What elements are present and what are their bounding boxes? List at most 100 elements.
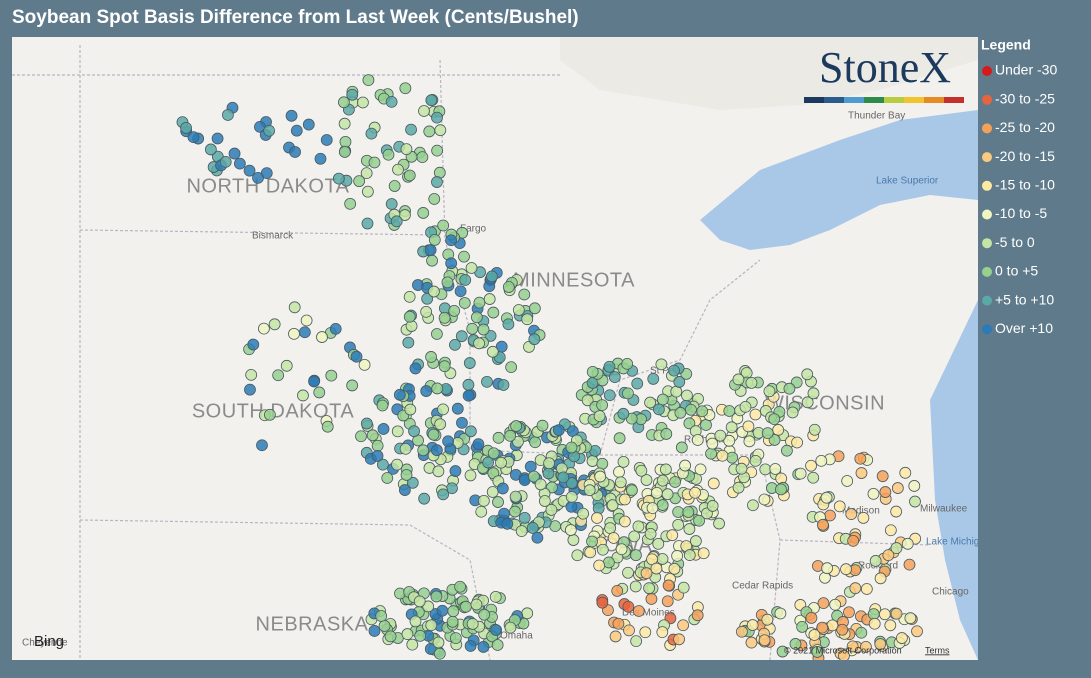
logo-stripe [924, 97, 944, 103]
location-point [424, 244, 437, 256]
terms-link[interactable]: Terms [925, 645, 950, 655]
location-point [801, 396, 814, 409]
location-point [445, 257, 458, 270]
location-point [735, 462, 748, 475]
location-point [836, 623, 849, 636]
location-point [644, 527, 657, 540]
location-point [650, 562, 663, 575]
location-point [399, 442, 412, 455]
location-point [854, 452, 867, 465]
location-point [398, 484, 411, 496]
water-label: Lake Michigan [926, 537, 990, 548]
location-point [656, 499, 669, 511]
location-point [478, 608, 491, 621]
location-point [689, 486, 701, 499]
city-label: St Paul [650, 366, 682, 377]
location-point [473, 296, 486, 309]
location-point [707, 477, 720, 490]
location-point [360, 167, 373, 180]
location-point [425, 94, 438, 107]
location-point [360, 417, 373, 430]
location-point [473, 337, 485, 350]
location-point [518, 511, 531, 524]
location-point [492, 431, 505, 444]
location-point [402, 336, 415, 349]
location-point [339, 135, 352, 148]
location-point [290, 124, 303, 137]
location-point [414, 629, 427, 642]
location-point [509, 505, 521, 518]
location-point [385, 198, 398, 210]
location-point [393, 388, 406, 401]
location-point [432, 465, 445, 478]
city-label: Madison [842, 506, 880, 517]
location-point [716, 449, 729, 462]
location-point [464, 425, 477, 438]
location-point [491, 639, 504, 651]
location-point [504, 429, 517, 442]
location-point [233, 157, 246, 170]
location-point [816, 621, 829, 634]
location-point [302, 118, 315, 131]
location-point [706, 500, 719, 512]
title: Soybean Spot Basis Difference from Last … [12, 7, 579, 28]
location-point [583, 484, 596, 497]
location-point [470, 311, 483, 324]
location-point [817, 597, 830, 610]
location-point [521, 607, 534, 620]
location-point [791, 436, 803, 449]
location-point [714, 429, 727, 442]
location-point [661, 595, 674, 608]
location-point [681, 389, 693, 402]
location-point [378, 620, 391, 632]
location-point [361, 217, 374, 230]
location-point [801, 368, 814, 381]
logo-stripe [824, 97, 844, 103]
location-point [838, 649, 850, 660]
location-point [657, 393, 669, 406]
location-point [899, 466, 912, 479]
location-point [901, 537, 914, 550]
location-point [796, 620, 809, 633]
location-point [371, 450, 384, 462]
location-point [489, 590, 502, 603]
location-point [392, 163, 404, 176]
location-point [441, 276, 454, 289]
location-point [436, 604, 449, 617]
location-point [607, 532, 620, 544]
location-point [879, 486, 892, 498]
location-point [477, 323, 490, 336]
location-point [661, 488, 674, 501]
location-point [643, 582, 656, 595]
logo-stripe [884, 97, 904, 103]
location-point [671, 549, 684, 562]
location-point [264, 408, 276, 421]
location-point [867, 487, 880, 500]
location-point [376, 399, 389, 412]
location-point [774, 607, 787, 620]
location-point [645, 593, 658, 605]
location-point [596, 596, 609, 609]
location-point [613, 466, 625, 478]
location-point [668, 364, 680, 377]
location-point [745, 636, 758, 649]
legend-swatch [982, 295, 992, 306]
location-point [763, 385, 776, 398]
location-point [639, 626, 652, 639]
location-point [431, 328, 443, 340]
location-point [571, 549, 584, 562]
location-point [652, 537, 665, 550]
location-point [655, 358, 668, 371]
location-point [690, 535, 702, 547]
location-point [713, 517, 725, 530]
location-point [685, 403, 697, 416]
location-point [466, 322, 479, 335]
location-point [518, 288, 531, 301]
location-point [497, 379, 510, 391]
location-point [679, 459, 691, 472]
location-point [463, 357, 476, 369]
location-point [300, 314, 313, 327]
location-point [430, 444, 443, 457]
location-point [510, 420, 523, 432]
location-point [409, 362, 422, 375]
